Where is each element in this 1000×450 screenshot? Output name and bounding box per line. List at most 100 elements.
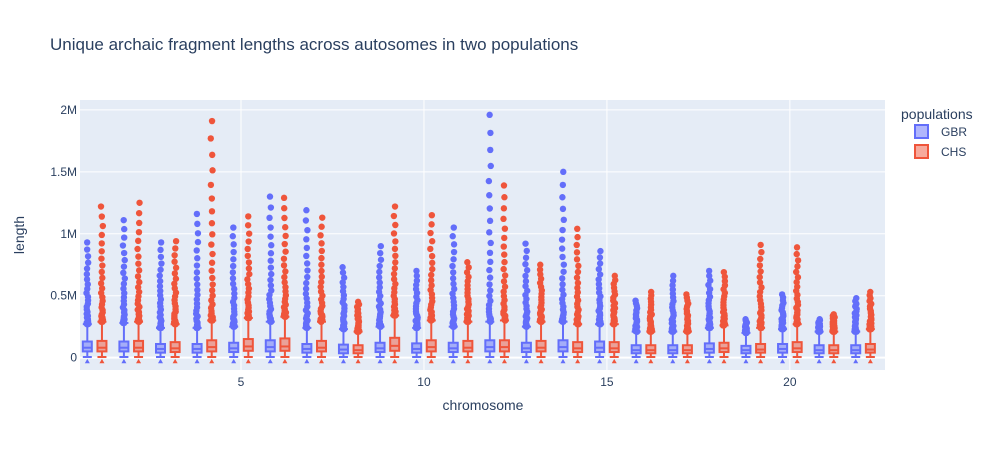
outlier-point xyxy=(318,254,325,262)
outlier-point xyxy=(522,282,529,290)
outlier-point xyxy=(157,287,164,295)
outlier-point xyxy=(318,247,325,255)
outlier-point xyxy=(207,135,214,142)
outlier-point xyxy=(756,273,763,281)
outlier-point xyxy=(120,269,127,277)
legend: populations GBR CHS xyxy=(901,106,973,159)
outlier-point xyxy=(280,194,288,202)
outlier-point xyxy=(208,220,216,227)
outlier-point xyxy=(209,167,216,174)
y-tick-label: 0 xyxy=(70,351,77,365)
box-gbr-chr4 xyxy=(191,210,203,364)
outlier-point xyxy=(339,279,346,286)
outlier-point xyxy=(757,241,764,249)
box-chs-chr4 xyxy=(206,117,218,364)
outlier-point xyxy=(171,252,178,259)
outlier-points xyxy=(192,210,202,332)
outlier-point xyxy=(595,265,603,273)
outlier-points xyxy=(778,291,787,333)
box-body xyxy=(169,341,181,354)
plot-area xyxy=(80,100,885,370)
outlier-point xyxy=(413,272,421,280)
outlier-point xyxy=(84,259,92,266)
outlier-point xyxy=(99,222,107,230)
box-gbr-chr9 xyxy=(374,242,386,364)
outlier-point xyxy=(193,262,201,269)
outlier-point xyxy=(428,221,435,228)
box-body xyxy=(864,342,876,354)
outlier-point xyxy=(486,281,493,288)
outlier-point xyxy=(135,260,142,267)
outlier-point xyxy=(280,262,288,269)
outlier-point xyxy=(560,291,567,298)
outlier-point xyxy=(135,253,142,260)
outlier-point xyxy=(245,230,253,237)
box-body xyxy=(81,340,93,353)
legend-item-gbr[interactable]: GBR xyxy=(914,124,967,139)
box-body xyxy=(498,339,510,353)
outlier-point xyxy=(501,283,509,290)
outlier-point xyxy=(135,228,143,236)
outlier-point xyxy=(450,241,458,248)
outlier-point xyxy=(208,259,216,266)
outlier-point xyxy=(208,267,215,274)
outlier-point xyxy=(83,270,91,278)
box-gbr-chr13 xyxy=(520,240,532,364)
box-gbr-chr11 xyxy=(447,224,459,364)
outlier-point xyxy=(135,219,143,227)
outlier-point xyxy=(537,261,544,268)
min-marker xyxy=(267,358,273,364)
outlier-point xyxy=(193,247,200,254)
min-marker xyxy=(340,358,346,364)
outlier-point xyxy=(340,274,348,281)
outlier-point xyxy=(500,215,507,223)
outlier-point xyxy=(574,279,582,287)
outlier-point xyxy=(429,265,436,273)
outlier-point xyxy=(486,292,493,300)
outlier-point xyxy=(267,204,275,211)
box-body xyxy=(133,339,145,353)
outlier-point xyxy=(193,210,201,218)
min-marker xyxy=(721,358,727,364)
y-tick-label: 1.5M xyxy=(50,165,77,179)
outlier-point xyxy=(98,240,105,247)
box-body xyxy=(557,339,569,353)
outlier-point xyxy=(757,255,764,263)
outlier-point xyxy=(560,261,568,268)
outlier-points xyxy=(302,207,311,332)
outlier-point xyxy=(392,259,399,266)
outlier-point xyxy=(171,280,178,287)
legend-item-chs[interactable]: CHS xyxy=(914,144,966,159)
outlier-point xyxy=(794,257,802,264)
outlier-point xyxy=(208,195,216,202)
outlier-point xyxy=(758,284,765,291)
outlier-point xyxy=(486,266,493,274)
x-tick-label: 5 xyxy=(238,375,245,389)
outlier-point xyxy=(157,246,164,254)
outlier-point xyxy=(120,216,127,224)
outlier-point xyxy=(230,248,237,256)
outlier-point xyxy=(244,222,252,229)
outlier-point xyxy=(867,288,874,296)
box-body xyxy=(572,341,584,354)
box-body xyxy=(425,339,437,353)
outlier-point xyxy=(194,286,201,294)
outlier-point xyxy=(500,205,508,212)
outlier-point xyxy=(194,230,202,237)
min-marker xyxy=(487,358,493,364)
outlier-point xyxy=(156,272,163,279)
outlier-point xyxy=(156,283,164,290)
outlier-point xyxy=(121,275,129,282)
box-body xyxy=(279,337,291,352)
outlier-point xyxy=(377,249,384,257)
outlier-point xyxy=(246,270,253,278)
outlier-point xyxy=(208,241,215,248)
outlier-point xyxy=(193,269,201,276)
outlier-point xyxy=(486,205,493,212)
box-traces xyxy=(81,111,876,364)
outlier-point xyxy=(268,242,275,249)
outlier-point xyxy=(573,274,581,281)
outlier-point xyxy=(559,281,566,288)
outlier-point xyxy=(487,297,494,305)
outlier-point xyxy=(595,280,603,288)
